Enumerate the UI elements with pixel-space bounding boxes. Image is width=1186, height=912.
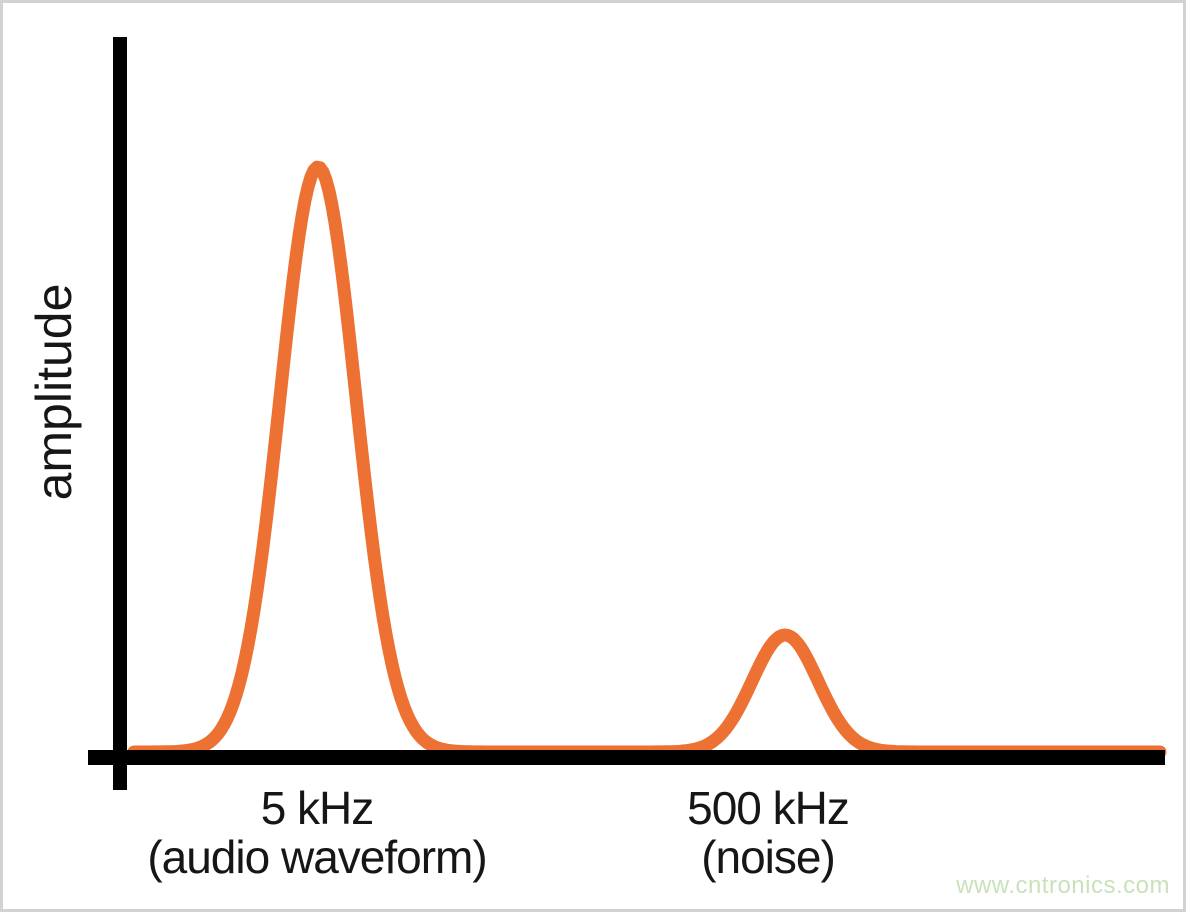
peak-label-audio: 5 kHz (audio waveform) xyxy=(147,782,487,883)
y-axis-label: amplitude xyxy=(26,283,82,501)
watermark: www.cntronics.com xyxy=(956,872,1170,899)
peak-frequency-noise: 500 kHz xyxy=(687,782,850,834)
x-axis xyxy=(88,750,1165,765)
peak-label-noise: 500 kHz (noise) xyxy=(687,782,850,883)
frequency-curve xyxy=(127,160,1167,759)
peak-annotation-audio: (audio waveform) xyxy=(147,831,487,883)
peak-annotation-noise: (noise) xyxy=(701,831,836,883)
y-axis xyxy=(113,37,127,790)
peak-frequency-audio: 5 kHz xyxy=(260,782,375,834)
